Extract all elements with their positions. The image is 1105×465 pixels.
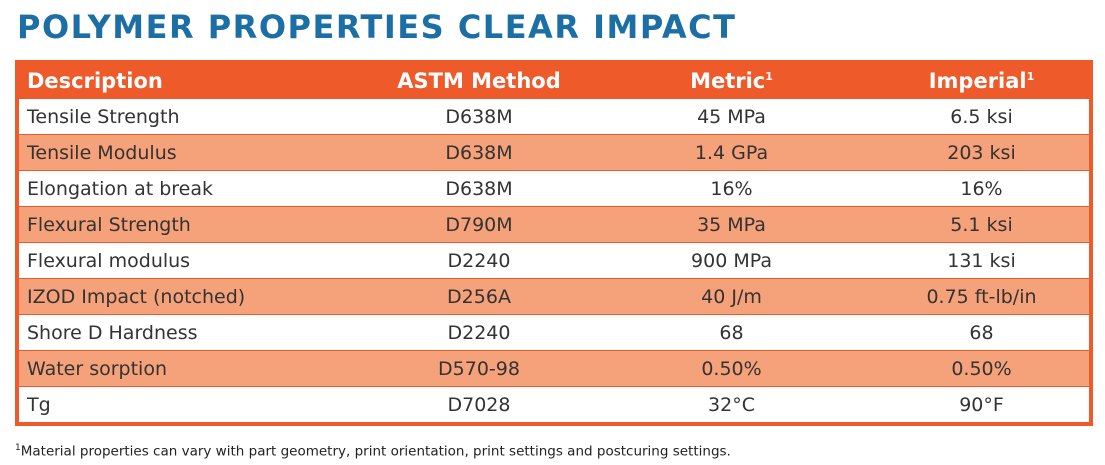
cell-metric: 45 MPa [589,98,874,135]
cell-description: Water sorption [19,350,369,387]
cell-imperial: 6.5 ksi [874,98,1089,135]
cell-metric: 900 MPa [589,242,874,279]
page-title: POLYMER PROPERTIES CLEAR IMPACT [17,8,737,46]
cell-metric: 68 [589,314,874,351]
cell-imperial: 0.75 ft-lb/in [874,278,1089,315]
properties-table: Description ASTM Method Metric1 Imperial… [19,64,1089,422]
cell-description: Flexural Strength [19,206,369,243]
cell-method: D256A [369,278,589,315]
footnote-marker: 1 [1026,70,1035,83]
cell-metric: 35 MPa [589,206,874,243]
header-imperial-label: Imperial [928,69,1027,93]
cell-imperial: 0.50% [874,350,1089,387]
cell-method: D638M [369,134,589,171]
cell-description: Flexural modulus [19,242,369,279]
cell-metric: 40 J/m [589,278,874,315]
cell-description: Shore D Hardness [19,314,369,351]
cell-method: D638M [369,98,589,135]
table-header-row: Description ASTM Method Metric1 Imperial… [19,64,1089,99]
footnote: 1Material properties can vary with part … [15,443,731,460]
header-astm-method: ASTM Method [369,64,589,99]
cell-imperial: 5.1 ksi [874,206,1089,243]
cell-method: D7028 [369,386,589,422]
cell-imperial: 90°F [874,386,1089,422]
cell-method: D2240 [369,314,589,351]
header-description: Description [19,64,369,99]
table-row: Tg D7028 32°C 90°F [19,386,1089,422]
table-row: Flexural Strength D790M 35 MPa 5.1 ksi [19,206,1089,243]
table-row: Water sorption D570-98 0.50% 0.50% [19,350,1089,387]
cell-description: Tg [19,386,369,422]
cell-metric: 16% [589,170,874,207]
table-row: Tensile Modulus D638M 1.4 GPa 203 ksi [19,134,1089,171]
header-metric-label: Metric [690,69,766,93]
footnote-text: Material properties can vary with part g… [20,443,731,460]
cell-description: Elongation at break [19,170,369,207]
cell-imperial: 131 ksi [874,242,1089,279]
cell-imperial: 68 [874,314,1089,351]
header-metric: Metric1 [589,64,874,99]
table-row: Tensile Strength D638M 45 MPa 6.5 ksi [19,98,1089,135]
table-row: IZOD Impact (notched) D256A 40 J/m 0.75 … [19,278,1089,315]
table-row: Flexural modulus D2240 900 MPa 131 ksi [19,242,1089,279]
cell-description: Tensile Strength [19,98,369,135]
cell-description: Tensile Modulus [19,134,369,171]
cell-metric: 0.50% [589,350,874,387]
cell-metric: 1.4 GPa [589,134,874,171]
cell-method: D638M [369,170,589,207]
header-imperial: Imperial1 [874,64,1089,99]
cell-method: D790M [369,206,589,243]
cell-description: IZOD Impact (notched) [19,278,369,315]
cell-method: D570-98 [369,350,589,387]
cell-metric: 32°C [589,386,874,422]
table-row: Elongation at break D638M 16% 16% [19,170,1089,207]
footnote-marker: 1 [765,70,773,83]
properties-table-frame: Description ASTM Method Metric1 Imperial… [15,60,1093,426]
cell-method: D2240 [369,242,589,279]
table-row: Shore D Hardness D2240 68 68 [19,314,1089,351]
cell-imperial: 16% [874,170,1089,207]
cell-imperial: 203 ksi [874,134,1089,171]
footnote-marker: 1 [15,443,21,453]
